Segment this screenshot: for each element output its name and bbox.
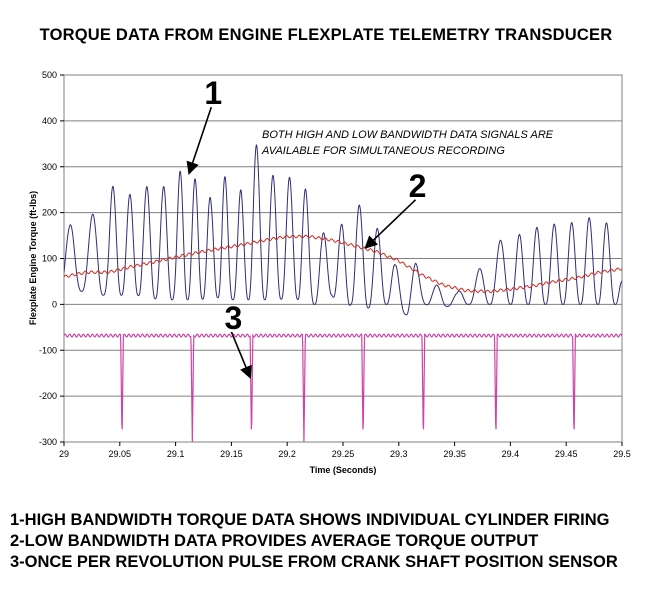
y-tick-label: -200 (39, 391, 57, 401)
callout-label-1: 1 (204, 75, 222, 111)
y-tick-label: -300 (39, 437, 57, 447)
callout-arrow-1 (186, 106, 213, 175)
x-tick-label: 29.25 (332, 449, 355, 459)
y-tick-label: 300 (42, 162, 57, 172)
x-tick-label: 29.4 (502, 449, 520, 459)
x-tick-label: 29.05 (109, 449, 132, 459)
note-1: 1-HIGH BANDWIDTH TORQUE DATA SHOWS INDIV… (10, 511, 610, 529)
x-axis: 29 29.05 29.1 29.15 29.2 29.25 29.3 29.35 29.4 29… (59, 442, 631, 459)
callout-arrow-2 (364, 199, 417, 249)
note-3: 3-ONCE PER REVOLUTION PULSE FROM CRANK S… (10, 553, 618, 571)
x-axis-label: Time (Seconds) (310, 465, 377, 475)
x-tick-label: 29 (59, 449, 69, 459)
x-tick-label: 29.5 (613, 449, 631, 459)
note-2: 2-LOW BANDWIDTH DATA PROVIDES AVERAGE TO… (10, 532, 539, 550)
annotations: 1 2 3 (186, 75, 427, 379)
high-bandwidth-line (64, 144, 622, 316)
x-tick-label: 29.1 (167, 449, 185, 459)
callout-label-3: 3 (225, 300, 243, 336)
low-bandwidth-line (64, 234, 622, 294)
y-axis-label: Flexplate Engine Torque (ft-lbs) (28, 191, 38, 325)
y-tick-label: 200 (42, 208, 57, 218)
annotation-text-line-1: BOTH HIGH AND LOW BANDWIDTH DATA SIGNALS… (262, 129, 554, 141)
y-tick-label: 500 (42, 70, 57, 80)
notes-list: 1-HIGH BANDWIDTH TORQUE DATA SHOWS INDIV… (10, 510, 618, 573)
annotation-text-line-2: AVAILABLE FOR SIMULTANEOUS RECORDING (261, 145, 505, 157)
callout-arrow-3 (230, 331, 252, 379)
callout-label-2: 2 (409, 168, 427, 204)
y-tick-label: 100 (42, 254, 57, 264)
x-tick-label: 29.2 (278, 449, 296, 459)
y-tick-label: 0 (52, 299, 57, 309)
y-tick-label: 400 (42, 116, 57, 126)
y-tick-label: -100 (39, 345, 57, 355)
series-group (64, 144, 622, 442)
x-tick-label: 29.3 (390, 449, 408, 459)
y-axis: -300 -200 -100 0 100 200 300 400 500 (39, 70, 64, 447)
page-title: TORQUE DATA FROM ENGINE FLEXPLATE TELEME… (39, 26, 613, 44)
pulse-signal-line (64, 332, 622, 442)
x-tick-label: 29.15 (220, 449, 243, 459)
x-tick-label: 29.45 (555, 449, 578, 459)
x-tick-label: 29.35 (443, 449, 466, 459)
